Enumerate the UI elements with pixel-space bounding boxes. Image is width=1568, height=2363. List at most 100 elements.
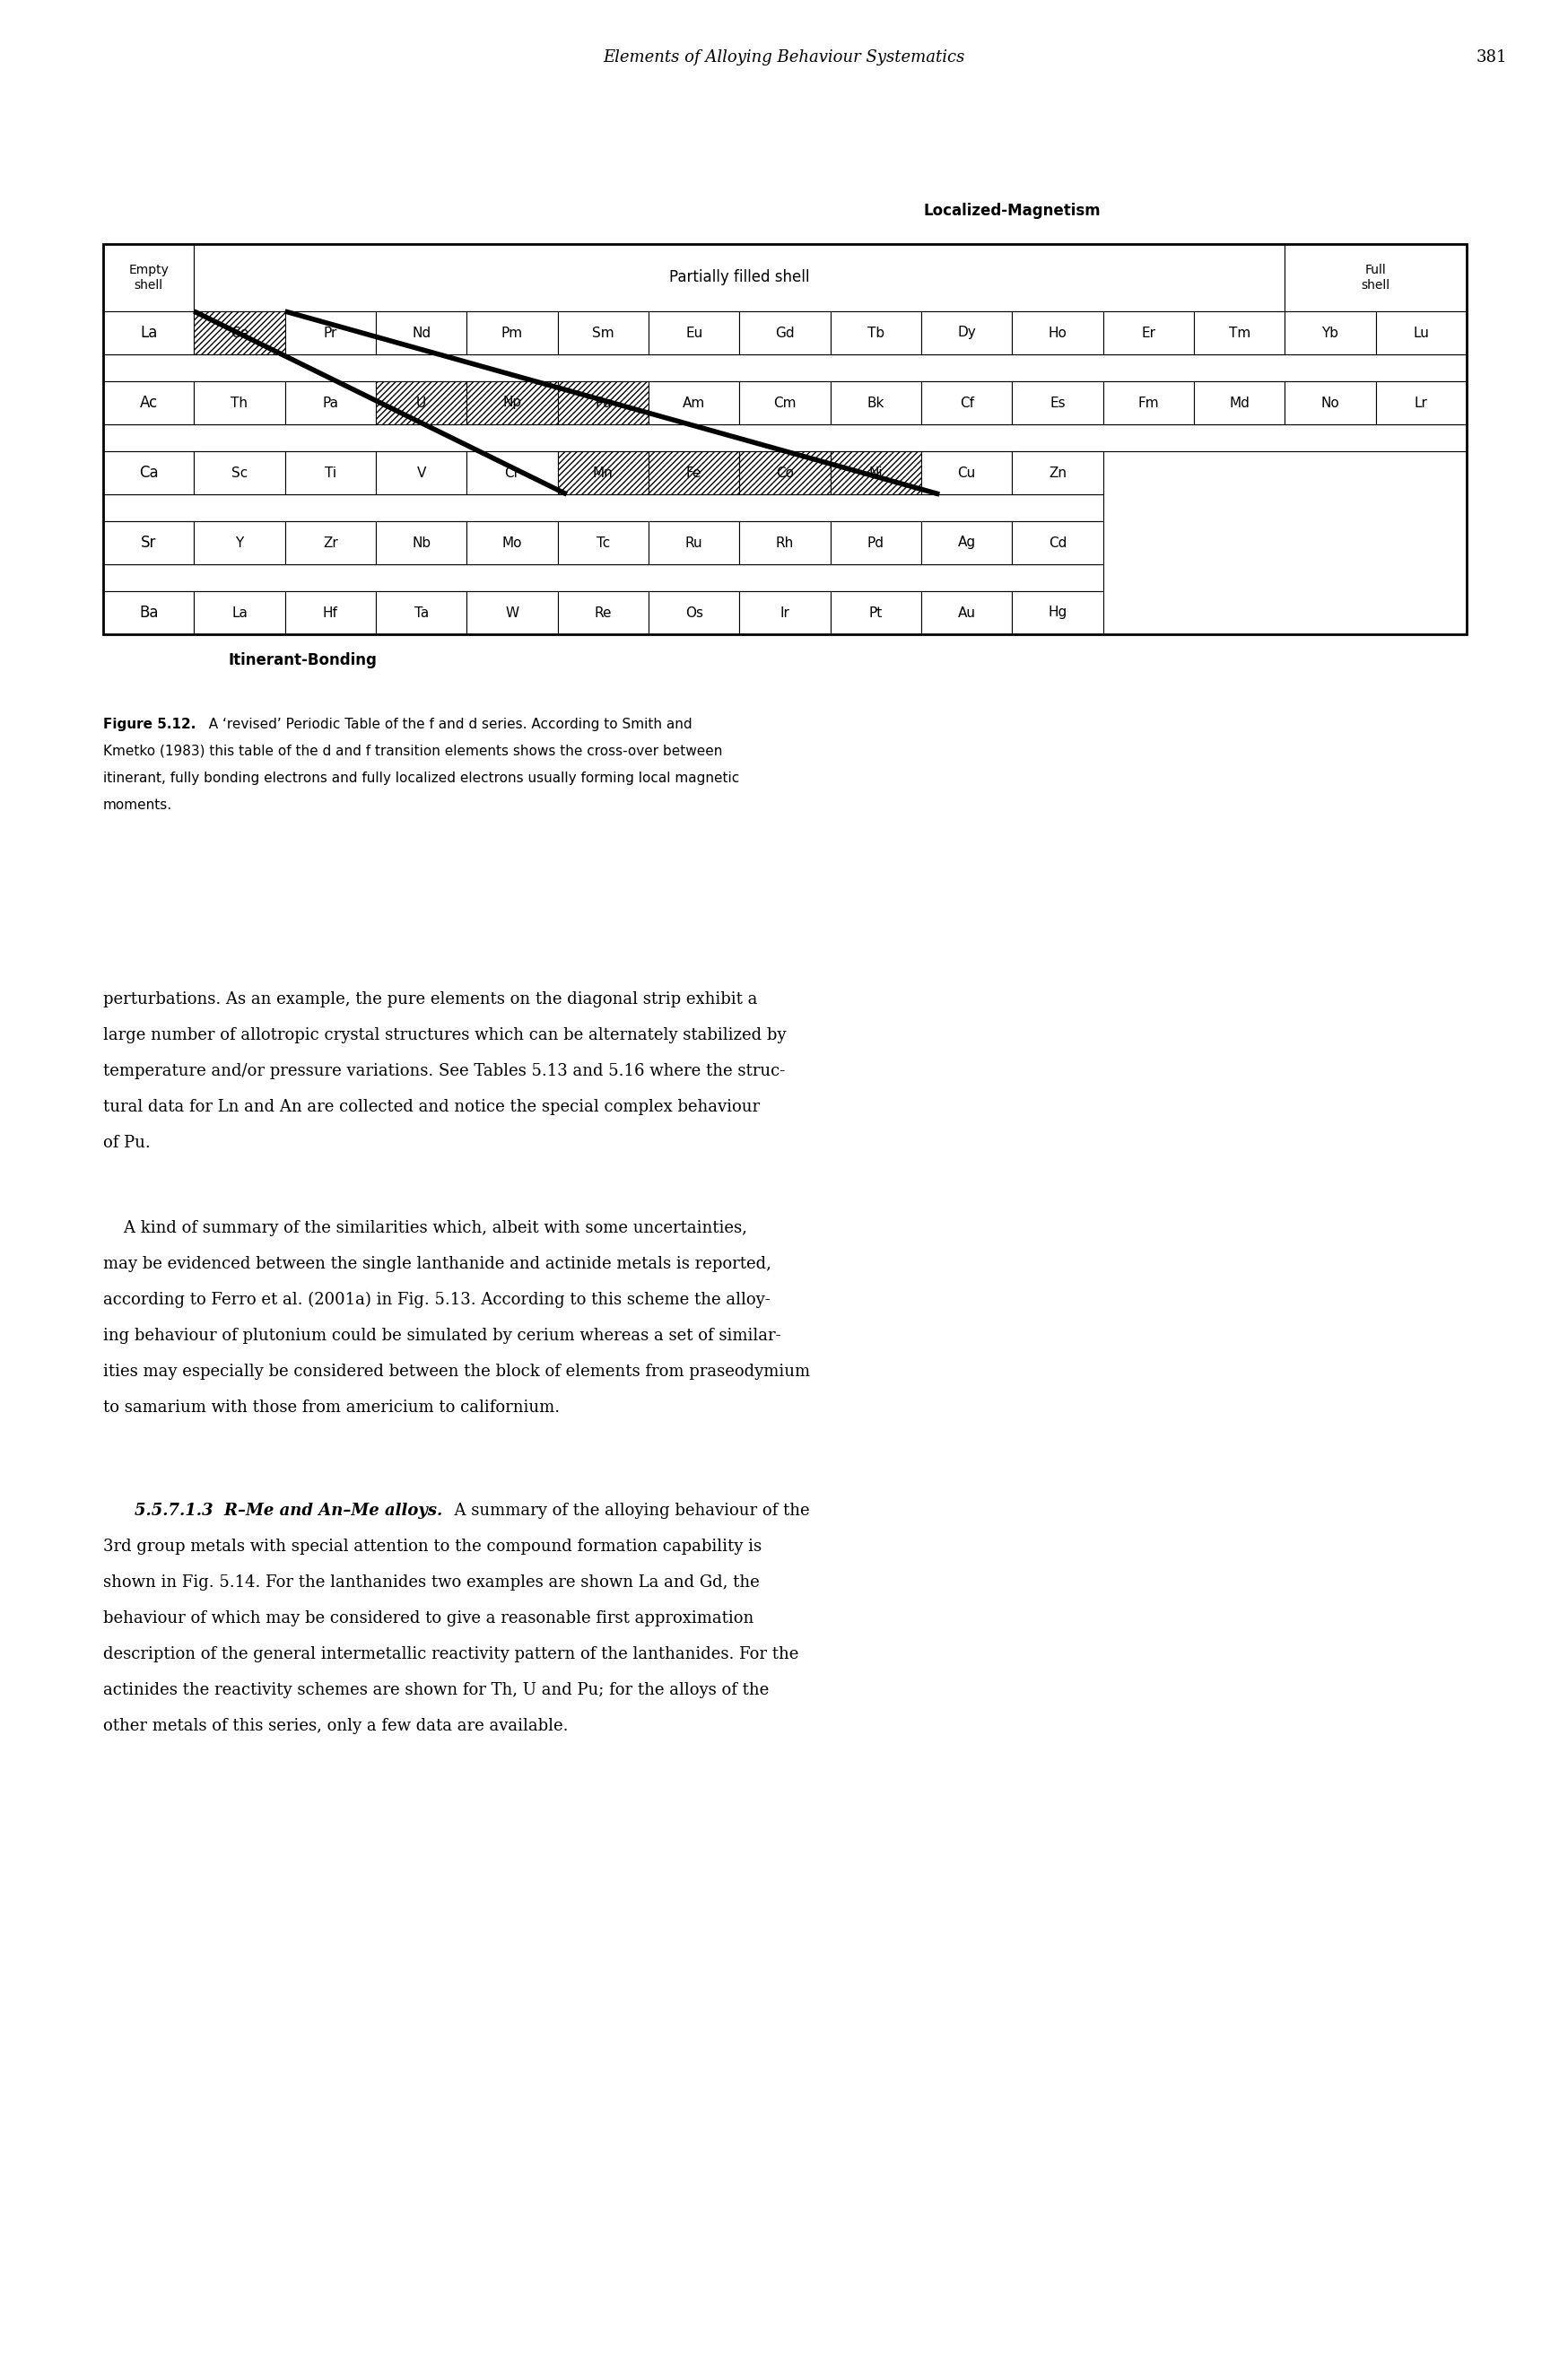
Bar [829, 522, 920, 565]
Bar [1011, 591, 1102, 633]
Text: Ce: Ce [230, 326, 248, 340]
Text: A summary of the alloying behaviour of the: A summary of the alloying behaviour of t… [444, 1503, 809, 1519]
Text: Lu: Lu [1413, 326, 1428, 340]
Text: Cd: Cd [1047, 536, 1066, 551]
Bar [1284, 243, 1466, 312]
Text: Figure 5.12.: Figure 5.12. [103, 718, 196, 730]
Bar [648, 591, 739, 633]
Text: Pa: Pa [321, 397, 339, 409]
Bar [194, 522, 285, 565]
Bar [285, 312, 376, 354]
Bar [285, 591, 376, 633]
Text: 5.5.7.1.3  R–Me and An–Me alloys.: 5.5.7.1.3 R–Me and An–Me alloys. [135, 1503, 442, 1519]
Text: Fe: Fe [685, 466, 701, 480]
Text: Zn: Zn [1047, 466, 1066, 480]
Bar [103, 425, 1466, 451]
Bar [194, 243, 1284, 312]
Text: description of the general intermetallic reactivity pattern of the lanthanides. : description of the general intermetallic… [103, 1647, 798, 1661]
Text: Ca: Ca [140, 466, 158, 480]
Text: Ac: Ac [140, 395, 158, 411]
Bar [103, 565, 1102, 591]
Text: actinides the reactivity schemes are shown for Th, U and Pu; for the alloys of t: actinides the reactivity schemes are sho… [103, 1682, 768, 1699]
Bar [1193, 312, 1284, 354]
Text: Co: Co [776, 466, 793, 480]
Text: Localized-Magnetism: Localized-Magnetism [924, 203, 1101, 220]
Bar [194, 312, 285, 354]
Bar [194, 312, 285, 354]
Text: U: U [416, 397, 426, 409]
Bar [194, 591, 285, 633]
Text: Md: Md [1228, 397, 1250, 409]
Text: Sc: Sc [230, 466, 248, 480]
Bar [376, 380, 467, 425]
Bar [376, 451, 467, 494]
Text: Hf: Hf [323, 605, 337, 619]
Bar [739, 451, 829, 494]
Text: ities may especially be considered between the block of elements from praseodymi: ities may especially be considered betwe… [103, 1363, 809, 1380]
Text: Sm: Sm [591, 326, 613, 340]
Text: No: No [1320, 397, 1339, 409]
Bar [103, 243, 194, 312]
Text: Tc: Tc [596, 536, 610, 551]
Bar [1375, 312, 1466, 354]
Text: Eu: Eu [685, 326, 702, 340]
Text: Y: Y [235, 536, 243, 551]
Text: Cu: Cu [956, 466, 975, 480]
Text: Partially filled shell: Partially filled shell [670, 269, 809, 286]
Bar [920, 451, 1011, 494]
Bar [1011, 522, 1102, 565]
Text: Rh: Rh [775, 536, 793, 551]
Bar [557, 451, 648, 494]
Bar [1284, 380, 1375, 425]
Text: Ti: Ti [325, 466, 336, 480]
Bar [557, 380, 648, 425]
Bar [1011, 312, 1102, 354]
Bar [103, 243, 1466, 633]
Text: Sr: Sr [141, 534, 157, 551]
Bar [376, 591, 467, 633]
Text: Ru: Ru [685, 536, 702, 551]
Bar [376, 312, 467, 354]
Bar [1375, 380, 1466, 425]
Text: Ni: Ni [869, 466, 883, 480]
Text: Hg: Hg [1047, 605, 1066, 619]
Bar [1102, 380, 1193, 425]
Bar [285, 380, 376, 425]
Text: Pr: Pr [323, 326, 337, 340]
Bar [467, 380, 557, 425]
Text: according to Ferro et al. (2001a) in Fig. 5.13. According to this scheme the all: according to Ferro et al. (2001a) in Fig… [103, 1293, 770, 1309]
Text: Fm: Fm [1137, 397, 1159, 409]
Bar [103, 312, 194, 354]
Bar [829, 380, 920, 425]
Bar [103, 354, 1466, 380]
Text: Zr: Zr [323, 536, 337, 551]
Bar [648, 451, 739, 494]
Text: ing behaviour of plutonium could be simulated by cerium whereas a set of similar: ing behaviour of plutonium could be simu… [103, 1328, 781, 1345]
Text: Pm: Pm [502, 326, 522, 340]
Text: Tb: Tb [867, 326, 884, 340]
Text: temperature and/or pressure variations. See Tables 5.13 and 5.16 where the struc: temperature and/or pressure variations. … [103, 1063, 784, 1080]
Text: Pt: Pt [869, 605, 883, 619]
Bar [467, 312, 557, 354]
Text: Gd: Gd [775, 326, 793, 340]
Bar [829, 591, 920, 633]
Text: A kind of summary of the similarities which, albeit with some uncertainties,: A kind of summary of the similarities wh… [103, 1219, 746, 1236]
Text: Os: Os [685, 605, 702, 619]
Bar [467, 451, 557, 494]
Bar [739, 522, 829, 565]
Bar [648, 380, 739, 425]
Bar [920, 312, 1011, 354]
Text: perturbations. As an example, the pure elements on the diagonal strip exhibit a: perturbations. As an example, the pure e… [103, 992, 757, 1007]
Text: moments.: moments. [103, 799, 172, 813]
Text: Itinerant-Bonding: Itinerant-Bonding [229, 652, 378, 669]
Text: Cm: Cm [773, 397, 797, 409]
Text: Re: Re [594, 605, 612, 619]
Bar [467, 522, 557, 565]
Text: Np: Np [502, 397, 522, 409]
Bar [829, 451, 920, 494]
Text: Am: Am [682, 397, 706, 409]
Text: W: W [505, 605, 519, 619]
Text: may be evidenced between the single lanthanide and actinide metals is reported,: may be evidenced between the single lant… [103, 1257, 771, 1271]
Text: Nb: Nb [411, 536, 431, 551]
Bar [103, 522, 194, 565]
